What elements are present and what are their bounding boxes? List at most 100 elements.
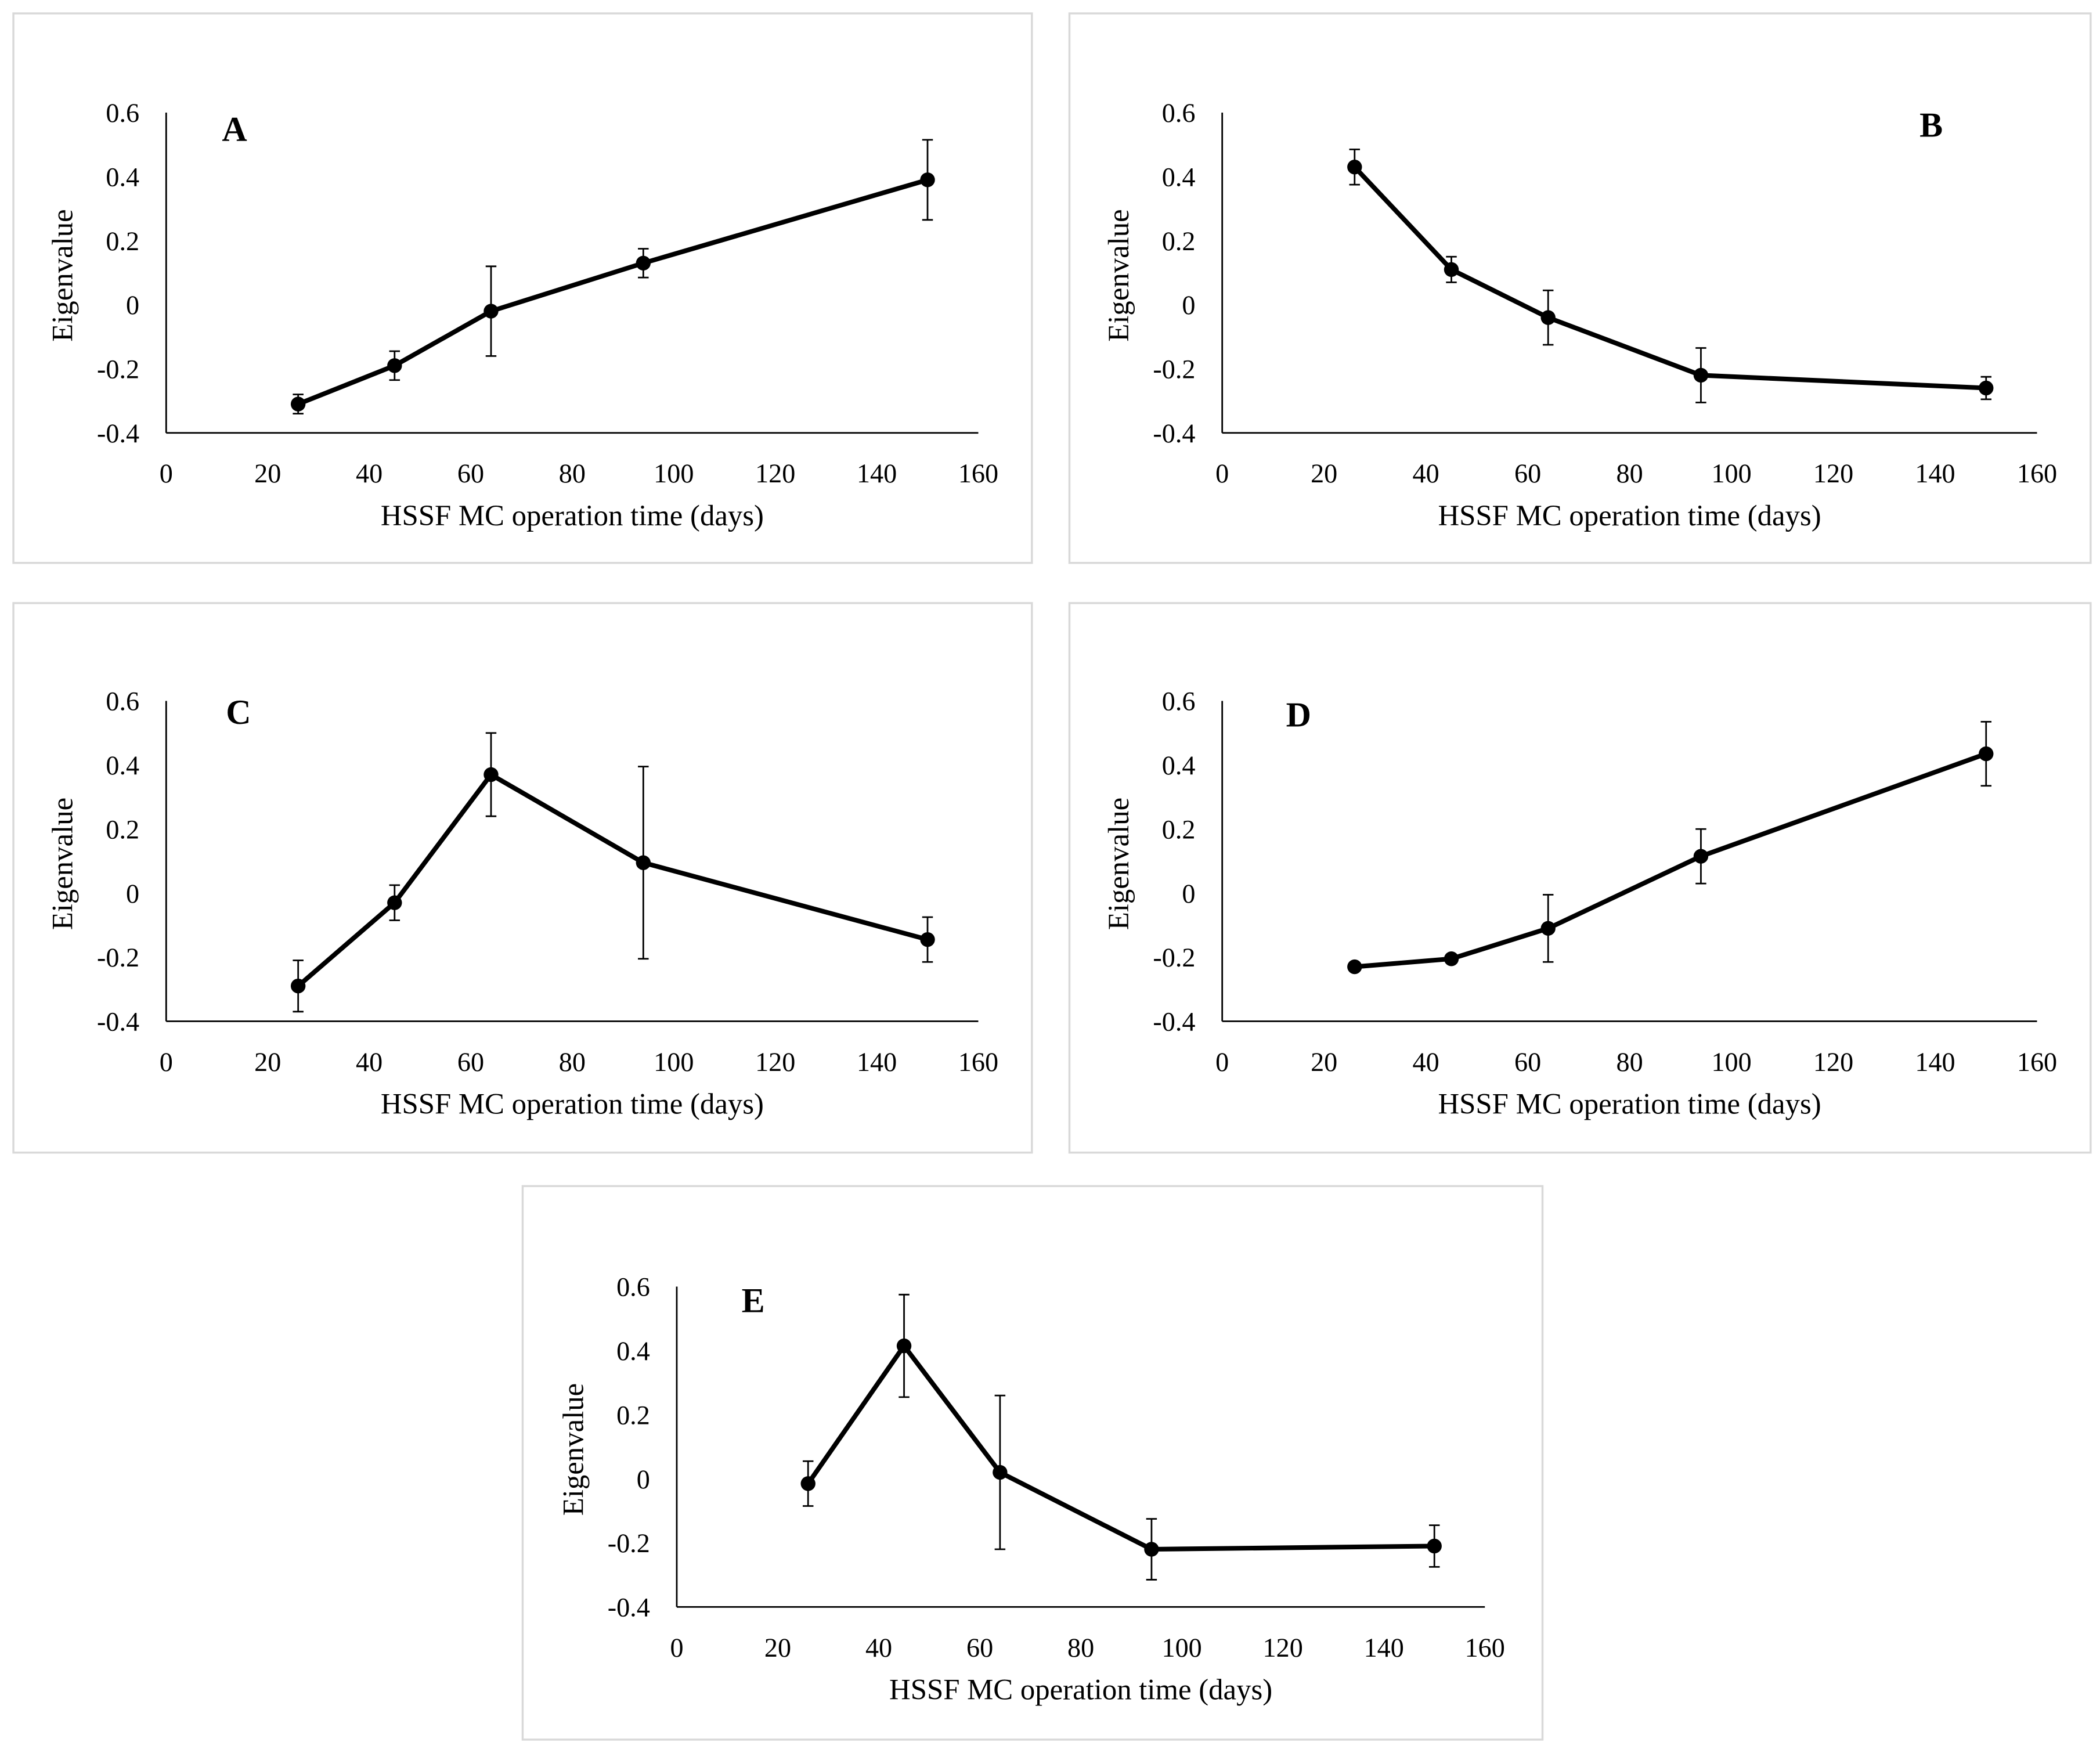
data-point — [920, 932, 935, 947]
x-tick-label: 160 — [958, 1047, 998, 1077]
y-tick-label: 0.6 — [1162, 98, 1196, 128]
y-tick-label: -0.2 — [97, 355, 139, 384]
chart-panel: -0.4 -0.2 0 0.2 0.4 0.6 0 20 40 60 80 100 120 140 160 H… — [1068, 12, 2092, 564]
y-tick-label: 0 — [126, 290, 139, 320]
x-tick-label: 60 — [1514, 1047, 1541, 1077]
x-tick-label: 140 — [857, 459, 897, 488]
x-tick-label: 100 — [1711, 1047, 1751, 1077]
y-tick-label: -0.4 — [1153, 419, 1195, 448]
y-tick-label: 0.2 — [1162, 814, 1196, 844]
y-tick-label: 0.4 — [1162, 751, 1196, 780]
panel-label: B — [1919, 106, 1943, 145]
data-point — [1979, 746, 1994, 762]
data-point — [290, 396, 306, 412]
x-tick-label: 100 — [654, 1047, 694, 1077]
panel-label: D — [1286, 695, 1311, 734]
x-tick-label: 40 — [356, 459, 383, 488]
panel-border — [1068, 602, 2092, 1154]
x-tick-label: 0 — [160, 1047, 173, 1077]
data-point — [387, 358, 402, 373]
y-tick-label: -0.4 — [608, 1592, 650, 1622]
data-point — [1144, 1542, 1159, 1557]
x-tick-label: 120 — [755, 1047, 795, 1077]
data-point — [636, 255, 651, 270]
y-tick-label: -0.2 — [1153, 943, 1195, 972]
x-tick-label: 0 — [1215, 1047, 1229, 1077]
data-point — [1979, 380, 1994, 396]
y-tick-label: -0.4 — [97, 1007, 139, 1037]
x-axis-title: HSSF MC operation time (days) — [381, 499, 764, 532]
x-tick-label: 120 — [1813, 459, 1853, 488]
data-point — [483, 767, 499, 782]
data-point — [1444, 951, 1459, 966]
x-tick-label: 80 — [559, 459, 586, 488]
x-tick-label: 140 — [1915, 1047, 1955, 1077]
x-tick-label: 120 — [1813, 1047, 1853, 1077]
data-point — [1347, 959, 1362, 975]
y-tick-label: -0.2 — [608, 1528, 650, 1558]
x-tick-label: 160 — [958, 459, 998, 488]
y-tick-label: 0.2 — [1162, 226, 1196, 256]
x-tick-label: 160 — [1465, 1633, 1505, 1662]
x-tick-label: 60 — [457, 459, 484, 488]
x-tick-label: 100 — [1162, 1633, 1202, 1662]
y-tick-label: 0.4 — [1162, 162, 1196, 192]
x-axis-title: HSSF MC operation time (days) — [381, 1088, 764, 1120]
chart-panel: -0.4 -0.2 0 0.2 0.4 0.6 0 20 40 60 80 100 120 140 160 H… — [1068, 602, 2092, 1154]
x-tick-label: 140 — [1915, 459, 1955, 488]
x-tick-label: 120 — [755, 459, 795, 488]
panel-border — [521, 1185, 1544, 1741]
chart-panel: -0.4 -0.2 0 0.2 0.4 0.6 0 20 40 60 80 100 120 140 160 H… — [521, 1185, 1544, 1741]
y-tick-label: -0.4 — [97, 419, 139, 448]
data-point — [1444, 262, 1459, 277]
data-point — [1347, 160, 1362, 175]
y-tick-label: 0 — [126, 879, 139, 908]
x-axis-title: HSSF MC operation time (days) — [1438, 1088, 1821, 1120]
panel-border — [12, 12, 1033, 564]
x-tick-label: 160 — [2017, 1047, 2057, 1077]
y-tick-label: -0.2 — [97, 943, 139, 972]
y-tick-label: 0.6 — [106, 687, 139, 716]
data-point — [387, 895, 402, 910]
x-tick-label: 20 — [254, 1047, 281, 1077]
x-tick-label: 80 — [1617, 459, 1643, 488]
y-axis-title: Eigenvalue — [46, 209, 79, 341]
x-tick-label: 40 — [356, 1047, 383, 1077]
panel-label: C — [226, 693, 251, 731]
y-tick-label: 0.2 — [616, 1400, 650, 1430]
x-tick-label: 60 — [966, 1633, 993, 1662]
data-point — [920, 172, 935, 187]
data-point — [1427, 1538, 1442, 1554]
panel-border — [12, 602, 1033, 1154]
chart-panel: -0.4 -0.2 0 0.2 0.4 0.6 0 20 40 60 80 100 120 140 160 H… — [12, 602, 1033, 1154]
chart-panel: -0.4 -0.2 0 0.2 0.4 0.6 0 20 40 60 80 100 120 140 160 H… — [12, 12, 1033, 564]
x-tick-label: 80 — [559, 1047, 586, 1077]
data-point — [800, 1476, 816, 1491]
data-point — [1540, 310, 1556, 325]
x-tick-label: 60 — [457, 1047, 484, 1077]
panel-label: E — [742, 1281, 765, 1319]
x-tick-label: 80 — [1067, 1633, 1094, 1662]
data-point — [636, 855, 651, 870]
y-axis-title: Eigenvalue — [557, 1383, 589, 1516]
x-axis-title: HSSF MC operation time (days) — [1438, 499, 1821, 532]
y-tick-label: 0.6 — [616, 1272, 650, 1302]
x-tick-label: 0 — [670, 1633, 683, 1662]
y-tick-label: 0.2 — [106, 226, 139, 256]
y-tick-label: 0 — [1182, 290, 1195, 320]
x-tick-label: 40 — [1413, 1047, 1439, 1077]
y-tick-label: 0.4 — [106, 162, 139, 192]
y-axis-title: Eigenvalue — [46, 798, 79, 930]
y-axis-title: Eigenvalue — [1102, 798, 1135, 930]
x-tick-label: 0 — [160, 459, 173, 488]
x-tick-label: 20 — [1311, 1047, 1337, 1077]
y-axis-title: Eigenvalue — [1102, 209, 1135, 341]
data-point — [1693, 367, 1709, 383]
data-point — [1693, 849, 1709, 864]
y-tick-label: 0.6 — [106, 98, 139, 128]
y-tick-label: -0.4 — [1153, 1007, 1195, 1037]
data-point — [896, 1338, 912, 1354]
data-point — [483, 304, 499, 319]
